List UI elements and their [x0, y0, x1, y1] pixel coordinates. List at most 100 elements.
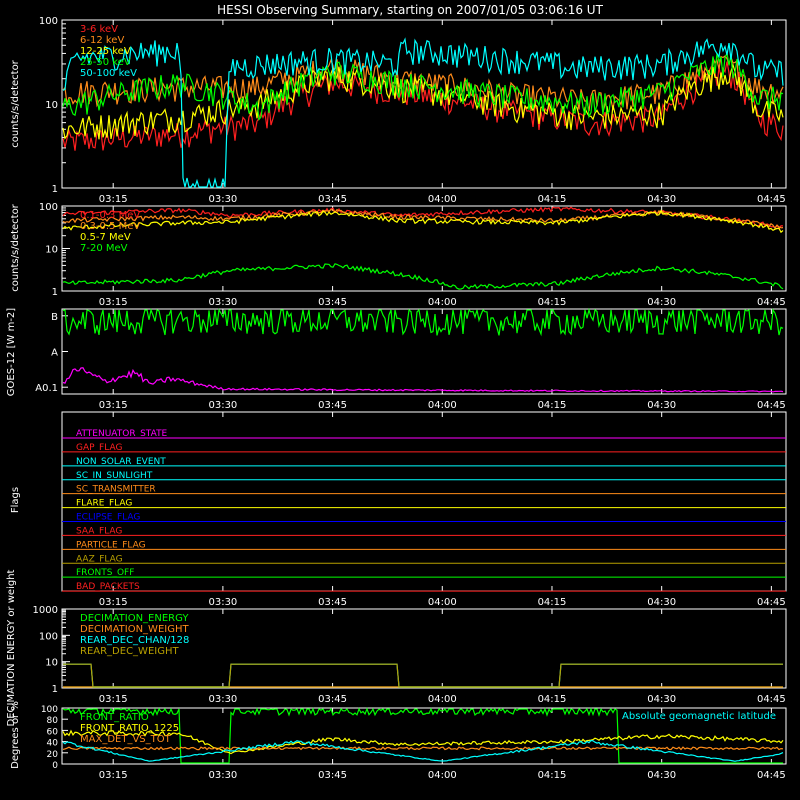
y-axis-label: counts/s/detector: [10, 59, 21, 147]
x-tick-label: 04:45: [757, 694, 786, 705]
series-line: [63, 663, 783, 688]
x-tick-label: 04:45: [757, 194, 786, 205]
x-tick-label: 03:30: [208, 194, 237, 205]
x-tick-label: 03:30: [208, 297, 237, 308]
x-tick-label: 03:15: [99, 597, 128, 608]
legend-entry: 12-25 keV: [80, 46, 131, 57]
y-axis-label: Flags: [10, 487, 21, 513]
y-tick-label: 1000: [33, 605, 58, 616]
series-line: [62, 707, 783, 764]
x-tick-label: 04:00: [428, 694, 457, 705]
annotation-text: Absolute geomagnetic latitude: [622, 711, 776, 722]
flag-label: ATTENUATOR_STATE: [76, 429, 168, 439]
x-tick-label: 03:15: [99, 770, 128, 781]
x-tick-label: 04:00: [428, 194, 457, 205]
y-tick-label: 100: [39, 202, 58, 213]
x-tick-label: 03:45: [318, 194, 347, 205]
x-tick-label: 04:00: [428, 770, 457, 781]
legend-entry: DECIMATION_WEIGHT: [80, 624, 189, 635]
y-tick-label: 0: [52, 761, 58, 771]
x-tick-label: 04:00: [428, 400, 457, 411]
y-tick-label: 1: [52, 684, 58, 695]
x-tick-label: 03:15: [99, 297, 128, 308]
x-tick-label: 04:15: [538, 400, 567, 411]
x-tick-label: 04:15: [538, 597, 567, 608]
legend-entry: 0.3-0.5 MeV: [80, 221, 140, 232]
y-tick-label: 1: [52, 287, 58, 298]
series-line: [62, 51, 784, 121]
series-line: [62, 739, 784, 762]
series-line: [62, 307, 784, 337]
series-line: [62, 62, 784, 140]
legend-entry: 50-100 keV: [80, 68, 137, 79]
panel-2: 03:15 03:30 03:45 04:00 04:15 04:30 04:45 count…: [10, 202, 787, 308]
panel-6: 03:15 03:30 03:45 04:00 04:15 04:30 04:45 Degre…: [10, 701, 787, 781]
series-line: [62, 209, 784, 234]
x-tick-label: 03:45: [318, 297, 347, 308]
flag-label: FRONTS_OFF: [76, 568, 134, 578]
flag-label: AAZ_FLAG: [76, 554, 123, 564]
y-axis-label: GOES-12 [W m-2]: [6, 308, 17, 396]
x-tick-label: 03:30: [208, 770, 237, 781]
flag-label: NON_SOLAR_EVENT: [76, 457, 166, 467]
plot-frame: [61, 707, 787, 765]
series-line: [62, 37, 784, 189]
series-line: [62, 208, 784, 230]
plot-frame: [61, 608, 787, 689]
series-line: [62, 367, 784, 393]
legend-entry: REAR_DEC_WEIGHT: [80, 646, 179, 657]
y-tick-label: 1: [52, 184, 58, 195]
flag-label: ECLIPSE_FLAG: [76, 513, 140, 523]
x-tick-label: 03:15: [99, 400, 128, 411]
x-tick-label: 04:15: [538, 694, 567, 705]
x-tick-label: 03:15: [99, 194, 128, 205]
x-tick-label: 04:45: [757, 770, 786, 781]
flag-label: BAD_PACKETS: [76, 582, 140, 592]
x-tick-label: 04:30: [647, 194, 676, 205]
series-line: [62, 746, 784, 751]
legend-entry: DECIMATION_ENERGY: [80, 613, 189, 624]
x-tick-label: 04:30: [647, 770, 676, 781]
legend-entry: 0.5-7 MeV: [80, 232, 131, 243]
series-line: [62, 729, 784, 755]
legend-entry: 7-20 MeV: [80, 243, 128, 254]
flag-label: FLARE_FLAG: [76, 499, 132, 509]
y-tick-label: A: [51, 348, 58, 359]
x-tick-label: 04:15: [538, 770, 567, 781]
x-tick-label: 04:45: [757, 400, 786, 411]
flag-label: SC_IN_SUNLIGHT: [76, 471, 153, 481]
x-tick-label: 04:45: [757, 297, 786, 308]
panel-3: 03:15 03:30 03:45 04:00 04:15 04:30 04:45 GOES-…: [6, 307, 787, 411]
y-tick-label: 10: [45, 100, 58, 111]
x-tick-label: 03:45: [318, 770, 347, 781]
y-tick-label: 100: [39, 16, 58, 27]
y-tick-label: 100: [39, 631, 58, 642]
series-line: [62, 263, 784, 290]
legend-entry: FRONT_RATIO: [80, 712, 149, 723]
x-tick-label: 04:30: [647, 297, 676, 308]
legend-entry: 25-50 keV: [80, 57, 131, 68]
y-axis-label: DECIMATION ENERGY or weight: [6, 569, 17, 726]
y-tick-label: 20: [47, 750, 59, 760]
flag-label: SC_TRANSMITTER: [76, 485, 156, 495]
x-tick-label: 04:30: [647, 597, 676, 608]
series-line: [62, 206, 784, 230]
y-tick-label: 80: [47, 716, 59, 726]
x-tick-label: 04:00: [428, 597, 457, 608]
series-line: [62, 61, 784, 151]
chart-title: HESSI Observing Summary, starting on 200…: [217, 3, 603, 17]
y-tick-label: 40: [47, 739, 59, 749]
legend-entry: MAX_DET_VS_TOT: [80, 734, 172, 745]
x-tick-label: 03:30: [208, 597, 237, 608]
x-tick-label: 03:45: [318, 694, 347, 705]
x-tick-label: 03:45: [318, 597, 347, 608]
x-tick-label: 03:30: [208, 400, 237, 411]
x-tick-label: 04:00: [428, 297, 457, 308]
y-axis-label: Degrees or %: [10, 701, 21, 769]
x-tick-label: 04:15: [538, 194, 567, 205]
x-tick-label: 04:45: [757, 597, 786, 608]
x-tick-label: 03:30: [208, 694, 237, 705]
y-tick-label: 100: [41, 705, 58, 715]
x-tick-label: 04:30: [647, 400, 676, 411]
legend-entry: 0.1-0.3 MeV: [80, 210, 140, 221]
